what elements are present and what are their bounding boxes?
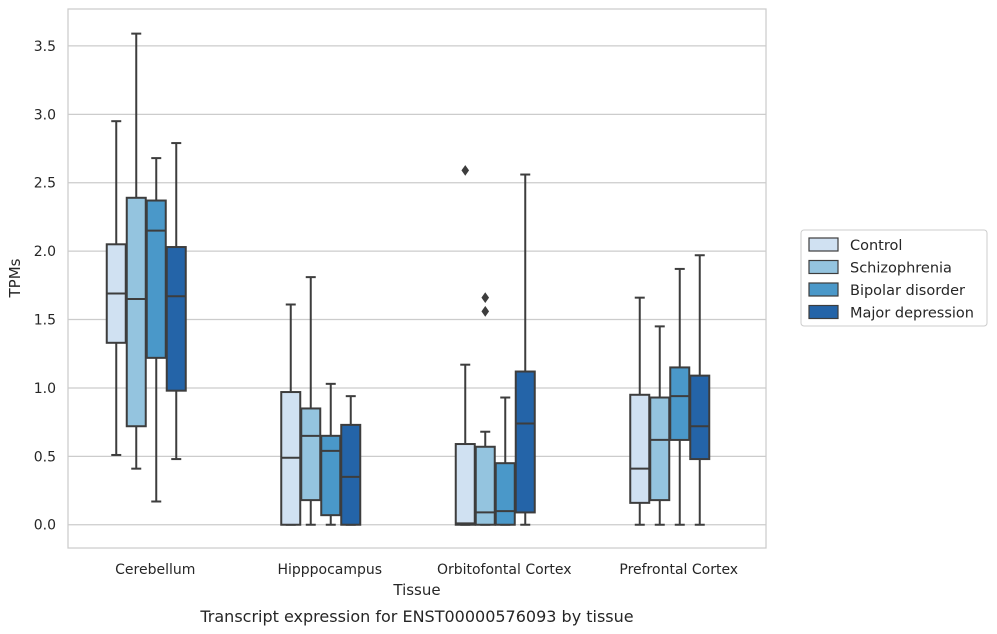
x-tick-label: Orbitofontal Cortex bbox=[437, 562, 572, 578]
outlier-point bbox=[481, 292, 490, 304]
y-tick-label: 2.5 bbox=[34, 176, 56, 192]
box-iqr bbox=[165, 246, 187, 392]
y-tick-label: 0.5 bbox=[34, 449, 56, 465]
box-schizophrenia bbox=[300, 276, 322, 526]
legend-swatch bbox=[808, 259, 839, 275]
box-iqr bbox=[649, 396, 671, 502]
box-iqr bbox=[514, 370, 536, 514]
box-schizophrenia bbox=[125, 32, 147, 470]
box-major-depression bbox=[340, 395, 362, 526]
y-tick-label: 2.0 bbox=[34, 244, 56, 260]
box-bipolar-disorder bbox=[669, 267, 691, 526]
y-tick-label: 3.5 bbox=[34, 39, 56, 55]
box-control bbox=[454, 165, 476, 526]
y-tick-label: 1.0 bbox=[34, 381, 56, 397]
y-tick-label: 0.0 bbox=[34, 518, 56, 534]
x-tick-labels: Cerebellum Hipppocampus Orbitofontal Corte… bbox=[115, 562, 738, 578]
y-axis-label: TPMs bbox=[6, 258, 24, 298]
box-iqr bbox=[454, 443, 476, 526]
box-schizophrenia bbox=[649, 325, 671, 526]
box-control bbox=[105, 120, 127, 456]
y-tick-labels: 0.0 0.5 1.0 1.5 2.0 2.5 3.0 3.5 bbox=[34, 39, 56, 534]
x-tick-label: Hipppocampus bbox=[277, 562, 382, 578]
box-iqr bbox=[340, 423, 362, 526]
box-bipolar-disorder bbox=[145, 157, 167, 503]
x-axis-label: Tissue bbox=[392, 581, 440, 599]
box-major-depression bbox=[689, 254, 711, 526]
legend-swatch bbox=[808, 237, 839, 252]
legend-label: Schizophrenia bbox=[850, 261, 952, 277]
box-major-depression bbox=[514, 173, 536, 526]
legend-swatch bbox=[808, 304, 839, 320]
box-schizophrenia bbox=[474, 292, 496, 526]
plot-area-frame bbox=[67, 8, 767, 549]
legend-label: Control bbox=[850, 238, 902, 254]
box-iqr bbox=[669, 366, 691, 441]
box-iqr bbox=[629, 393, 651, 504]
box-iqr bbox=[145, 199, 167, 359]
box-groups bbox=[105, 32, 711, 526]
outlier-point bbox=[481, 305, 490, 317]
box-iqr bbox=[320, 434, 342, 517]
outlier-point bbox=[461, 165, 470, 176]
box-iqr bbox=[494, 462, 516, 526]
box-control bbox=[280, 303, 302, 526]
y-tick-label: 1.5 bbox=[34, 313, 56, 329]
x-tick-label: Prefrontal Cortex bbox=[619, 562, 738, 578]
box-bipolar-disorder bbox=[320, 382, 342, 526]
box-bipolar-disorder bbox=[494, 396, 516, 526]
chart-caption: Transcript expression for ENST0000057609… bbox=[199, 607, 633, 626]
box-iqr bbox=[689, 374, 711, 461]
legend: Control Schizophrenia Bipolar disorder Majo… bbox=[800, 229, 988, 327]
legend-frame bbox=[800, 229, 988, 327]
box-iqr bbox=[125, 196, 147, 428]
legend-label: Bipolar disorder bbox=[850, 283, 965, 299]
legend-swatch bbox=[808, 282, 839, 297]
box-control bbox=[629, 296, 651, 526]
box-major-depression bbox=[165, 142, 187, 461]
box-iqr bbox=[300, 407, 322, 502]
legend-label: Major depression bbox=[850, 306, 974, 322]
x-tick-label: Cerebellum bbox=[115, 562, 195, 578]
y-tick-label: 3.0 bbox=[34, 107, 56, 123]
